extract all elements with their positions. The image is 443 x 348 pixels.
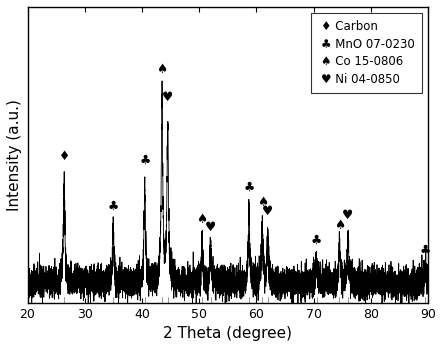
X-axis label: 2 Theta (degree): 2 Theta (degree) bbox=[163, 326, 292, 341]
Text: ♥: ♥ bbox=[262, 205, 273, 218]
Legend: ♦ Carbon, ♣ MnO 07-0230, ♠ Co 15-0806, ♥ Ni 04-0850: ♦ Carbon, ♣ MnO 07-0230, ♠ Co 15-0806, ♥… bbox=[311, 13, 422, 93]
Text: ♣: ♣ bbox=[311, 234, 322, 247]
Text: ♥: ♥ bbox=[205, 221, 216, 234]
Text: ♣: ♣ bbox=[420, 244, 431, 257]
Y-axis label: Intensity (a.u.): Intensity (a.u.) bbox=[7, 99, 22, 211]
Text: ♠: ♠ bbox=[156, 63, 167, 76]
Text: ♥: ♥ bbox=[162, 91, 173, 104]
Text: ♠: ♠ bbox=[334, 219, 345, 232]
Text: ♠: ♠ bbox=[256, 196, 268, 209]
Text: ♥: ♥ bbox=[342, 209, 354, 222]
Text: ♦: ♦ bbox=[58, 150, 70, 163]
Text: ♠: ♠ bbox=[196, 213, 208, 226]
Text: ♣: ♣ bbox=[108, 199, 119, 213]
Text: ♣: ♣ bbox=[243, 181, 255, 193]
Text: ♣: ♣ bbox=[139, 154, 151, 167]
